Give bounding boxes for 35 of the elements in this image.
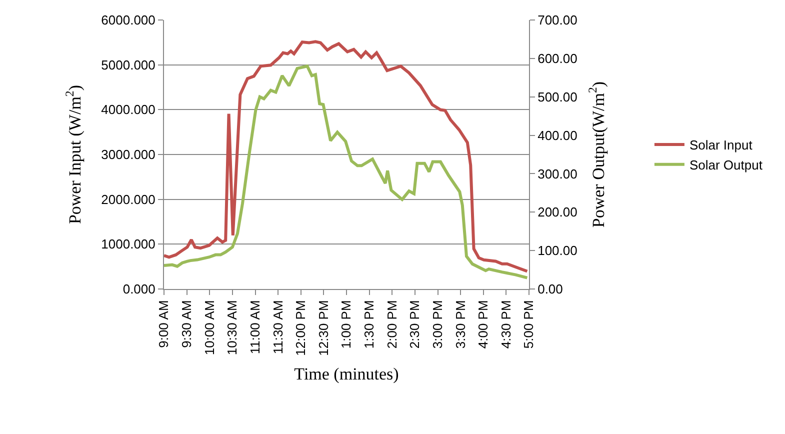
y2-tick-label: 0.00 [538, 282, 563, 297]
legend-label: Solar Output [689, 157, 763, 172]
x-tick-label: 1:30 PM [362, 300, 377, 349]
y2-tick-label: 100.00 [538, 243, 578, 258]
x-tick-label: 11:30 AM [270, 300, 286, 354]
x-axis-title: Time (minutes) [294, 364, 399, 384]
x-tick-label: 12:30 PM [316, 300, 331, 356]
x-tick-label: 11:00 AM [247, 300, 262, 354]
x-tick-label: 9:30 AM [179, 300, 194, 348]
y2-tick-label: 300.00 [538, 166, 578, 182]
x-tick-label: 10:30 AM [224, 300, 240, 356]
x-tick-label: 9:00 AM [156, 300, 172, 348]
x-tick-label: 12:00 PM [293, 300, 308, 356]
x-tick-label: 5:00 PM [521, 300, 536, 349]
y-tick-label: 2000.000 [101, 192, 156, 207]
x-tick-label: 4:30 PM [498, 300, 514, 349]
y2-tick-label: 200.00 [538, 204, 578, 220]
y-tick-label: 3000.000 [101, 147, 156, 162]
y2-tick-label: 400.00 [538, 128, 578, 143]
x-tick-label: 2:30 PM [407, 300, 422, 349]
x-tick-label: 2:00 PM [384, 300, 400, 349]
y-tick-label: 1000.000 [101, 236, 156, 252]
y-tick-label: 5000.000 [101, 57, 156, 72]
x-tick-label: 4:00 PM [476, 300, 491, 349]
y2-tick-label: 600.00 [538, 50, 578, 66]
x-tick-label: 1:00 PM [338, 300, 354, 349]
x-tick-label: 3:00 PM [430, 300, 445, 349]
y-tick-label: 6000.000 [101, 12, 156, 28]
legend-label: Solar Input [689, 138, 753, 153]
y2-tick-label: 700.00 [538, 12, 578, 28]
x-tick-label: 10:00 AM [202, 300, 217, 356]
y-tick-label: 0.000 [122, 282, 156, 297]
y-tick-label: 4000.000 [101, 102, 156, 118]
y2-tick-label: 500.00 [538, 89, 578, 104]
x-tick-label: 3:30 PM [452, 300, 468, 349]
